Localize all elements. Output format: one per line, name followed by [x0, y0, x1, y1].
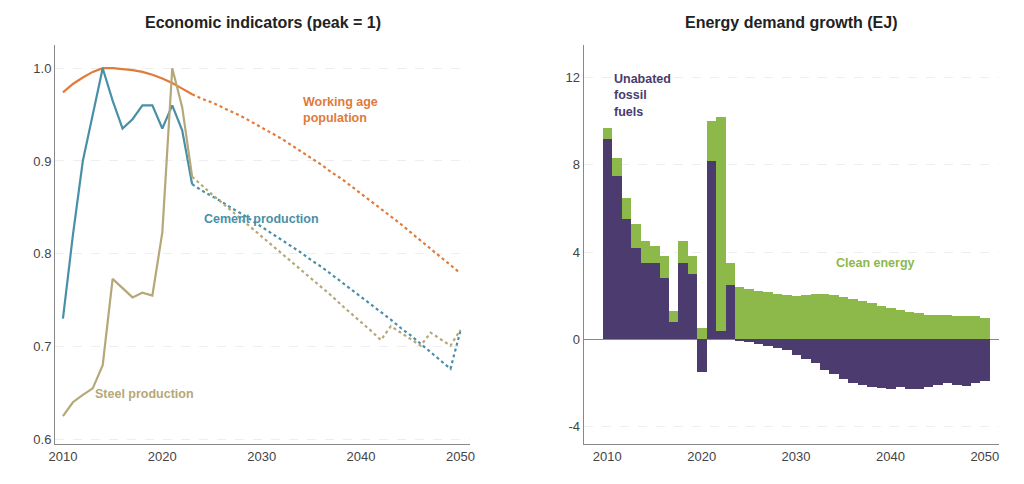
- svg-text:4: 4: [573, 245, 580, 260]
- svg-text:0: 0: [573, 332, 580, 347]
- svg-text:2040: 2040: [347, 449, 376, 464]
- svg-text:Unabatedfossilfuels: Unabatedfossilfuels: [614, 72, 671, 119]
- svg-text:Steel production: Steel production: [95, 387, 194, 401]
- svg-text:2050: 2050: [446, 449, 475, 464]
- svg-text:0.7: 0.7: [33, 339, 51, 354]
- svg-text:2010: 2010: [593, 449, 622, 464]
- svg-text:Cement production: Cement production: [204, 212, 319, 226]
- svg-text:2040: 2040: [876, 449, 905, 464]
- svg-text:8: 8: [573, 157, 580, 172]
- svg-text:2030: 2030: [247, 449, 276, 464]
- svg-text:Economic indicators (peak = 1): Economic indicators (peak = 1): [145, 14, 381, 31]
- svg-text:2020: 2020: [148, 449, 177, 464]
- svg-text:Clean energy: Clean energy: [836, 256, 915, 270]
- svg-text:Working agepopulation: Working agepopulation: [303, 95, 378, 125]
- svg-text:0.8: 0.8: [33, 246, 51, 261]
- svg-text:Energy demand growth (EJ): Energy demand growth (EJ): [685, 14, 897, 31]
- svg-text:2030: 2030: [782, 449, 811, 464]
- svg-text:1.0: 1.0: [33, 61, 51, 76]
- svg-text:-4: -4: [568, 419, 580, 434]
- svg-text:2020: 2020: [687, 449, 716, 464]
- svg-text:2010: 2010: [48, 449, 77, 464]
- svg-text:2050: 2050: [970, 449, 999, 464]
- svg-text:12: 12: [566, 70, 580, 85]
- svg-text:0.6: 0.6: [33, 432, 51, 447]
- svg-text:0.9: 0.9: [33, 154, 51, 169]
